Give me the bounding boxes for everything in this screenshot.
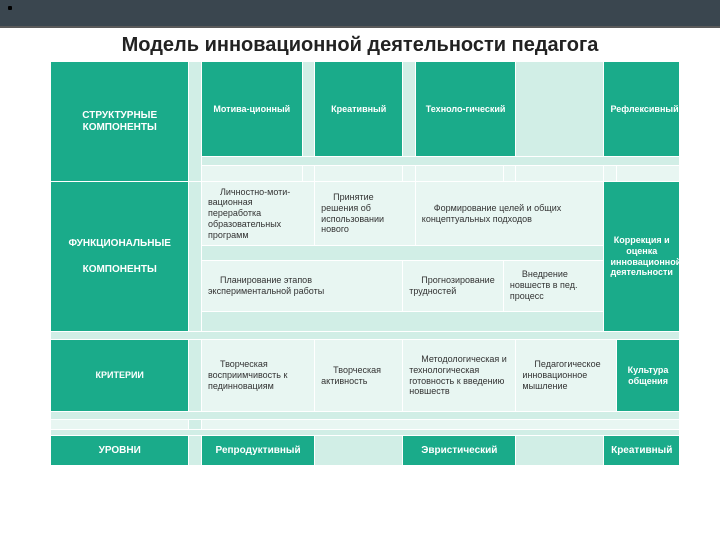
menu-dot: [8, 6, 12, 10]
gap: [201, 311, 604, 331]
func-r2c1: Планирование этапов экспериментальной ра…: [201, 260, 402, 311]
func-label-1: ФУНКЦИОНАЛЬНЫЕ: [57, 238, 182, 250]
gap: [516, 62, 604, 157]
crit-c1: Творческая восприимчивость к пединноваци…: [201, 340, 314, 412]
functional-components-label: ФУНКЦИОНАЛЬНЫЕ КОМПОНЕНТЫ: [51, 182, 189, 332]
gap: [189, 436, 202, 466]
criteria-label: КРИТЕРИИ: [51, 340, 189, 412]
criteria-row: КРИТЕРИИ Творческая восприимчивость к пе…: [51, 340, 680, 412]
func-r2c3: Внедрение новшеств в пед. процесс: [503, 260, 604, 311]
header-row: СТРУКТУРНЫЕ КОМПОНЕНТЫ Мотива-ционный Кр…: [51, 62, 680, 157]
levels-label: УРОВНИ: [51, 436, 189, 466]
gap: [189, 420, 202, 430]
func-r1c1: Личностно-моти-вационная переработка обр…: [201, 182, 314, 246]
header-motivational: Мотива-ционный: [201, 62, 302, 157]
crit-c4: Педагогическое инновационное мышление: [516, 340, 617, 412]
spacer: [51, 332, 680, 340]
header-creative: Креативный: [315, 62, 403, 157]
table-wrap: СТРУКТУРНЫЕ КОМПОНЕНТЫ Мотива-ционный Кр…: [0, 61, 720, 466]
header-reflexive: Рефлексивный: [604, 62, 680, 157]
structural-components-label: СТРУКТУРНЫЕ КОМПОНЕНТЫ: [51, 62, 189, 182]
topbar: [0, 0, 720, 28]
func-r1c2: Принятие решения об использовании нового: [315, 182, 416, 246]
gap: [617, 165, 680, 181]
levels-row: УРОВНИ Репродуктивный Эвристический Креа…: [51, 436, 680, 466]
level-2: Эвристический: [403, 436, 516, 466]
gap: [315, 436, 403, 466]
gap: [516, 436, 604, 466]
gap: [503, 165, 516, 181]
gap: [51, 412, 680, 420]
sub-row: [51, 420, 680, 430]
func-r1c3: Формирование целей и общих концептуальны…: [415, 182, 604, 246]
gap: [201, 157, 679, 165]
gap: [403, 165, 416, 181]
gap: [189, 182, 202, 332]
spacer: [51, 412, 680, 420]
model-table: СТРУКТУРНЫЕ КОМПОНЕНТЫ Мотива-ционный Кр…: [50, 61, 680, 466]
gap: [315, 165, 403, 181]
level-1: Репродуктивный: [201, 436, 314, 466]
level-3: Креативный: [604, 436, 680, 466]
crit-c2: Творческая активность: [315, 340, 403, 412]
gap: [302, 62, 315, 157]
crit-c3: Методологическая и технологическая готов…: [403, 340, 516, 412]
gap: [189, 340, 202, 412]
gap: [604, 165, 617, 181]
gap: [201, 246, 604, 260]
func-label-2: КОМПОНЕНТЫ: [57, 264, 182, 276]
gap: [189, 62, 202, 182]
page-title: Модель инновационной деятельности педаго…: [0, 28, 720, 61]
gap: [201, 420, 679, 430]
gap: [51, 420, 189, 430]
header-technological: Техноло-гический: [415, 62, 516, 157]
gap: [403, 62, 416, 157]
gap: [51, 332, 680, 340]
func-r1c4: Коррекция и оценка инновационной деятель…: [604, 182, 680, 332]
gap: [516, 165, 604, 181]
gap: [201, 165, 302, 181]
crit-c5: Культура общения: [617, 340, 680, 412]
functional-row-1: ФУНКЦИОНАЛЬНЫЕ КОМПОНЕНТЫ Личностно-моти…: [51, 182, 680, 246]
func-r2c2: Прогнозирование трудностей: [403, 260, 504, 311]
gap: [302, 165, 315, 181]
gap: [415, 165, 503, 181]
